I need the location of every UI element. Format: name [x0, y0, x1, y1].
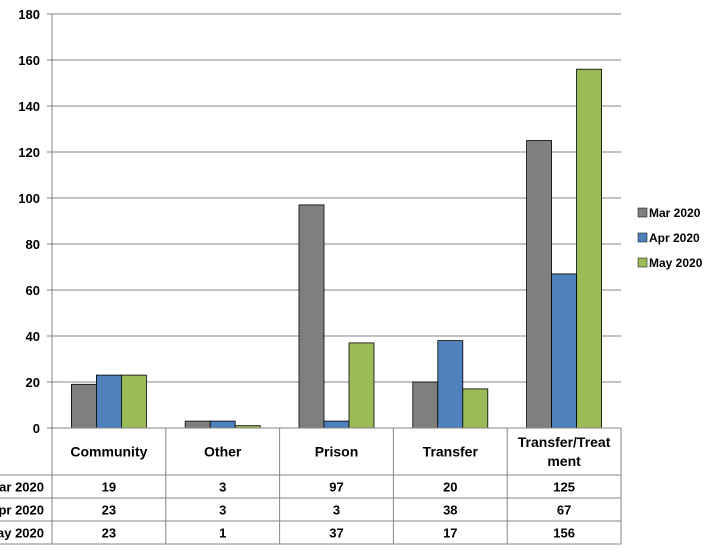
legend-label: Mar 2020 [649, 206, 701, 220]
y-tick-label: 100 [18, 191, 40, 206]
y-axis: 0 20 40 60 80 100 120 140 160 180 [18, 7, 53, 436]
table-cell: 3 [333, 503, 340, 518]
category-label: Other [204, 444, 242, 460]
table-cell: 23 [102, 503, 116, 518]
bars [71, 68, 602, 429]
y-tick-label: 160 [18, 53, 40, 68]
table-cell: 3 [219, 503, 226, 518]
bar-apr-2020 [323, 420, 350, 429]
table-cell: 156 [553, 526, 575, 541]
legend-swatch [637, 232, 648, 243]
y-tick-label: 180 [18, 7, 40, 22]
data-table: Community Other Prison Transfer Transfer/Tre… [0, 427, 622, 545]
y-tick-label: 60 [26, 283, 40, 298]
bar-mar-2020 [184, 420, 211, 429]
table-cell: 23 [102, 526, 116, 541]
category-label: Transfer/Treat [518, 434, 611, 450]
y-tick-label: 0 [33, 421, 40, 436]
bar-mar-2020 [298, 204, 325, 429]
table-row-label: May 2020 [0, 526, 44, 541]
table-cell: 17 [443, 526, 457, 541]
bar-mar-2020 [526, 140, 552, 429]
table-cell: 125 [553, 480, 575, 495]
legend-label: May 2020 [649, 256, 703, 270]
bar-may-2020 [121, 374, 147, 429]
y-tick-label: 40 [26, 329, 40, 344]
table-cell: 20 [443, 480, 457, 495]
bar-mar-2020 [412, 381, 439, 429]
category-label: ment [547, 453, 581, 469]
bar-apr-2020 [209, 420, 236, 429]
bar-mar-2020 [71, 383, 97, 429]
bar-may-2020 [348, 342, 375, 429]
y-tick-label: 140 [18, 99, 40, 114]
category-label: Prison [315, 444, 359, 460]
y-tick-label: 80 [26, 237, 40, 252]
table-cell: 38 [443, 503, 457, 518]
legend-label: Apr 2020 [649, 231, 700, 245]
bar-apr-2020 [96, 374, 122, 429]
table-row-label: Mar 2020 [0, 480, 44, 495]
bar-apr-2020 [551, 273, 577, 429]
legend: Mar 2020 Apr 2020 May 2020 [637, 206, 703, 270]
legend-swatch [637, 257, 648, 268]
category-label: Transfer [423, 444, 479, 460]
table-cell: 1 [219, 526, 226, 541]
table-cell: 97 [329, 480, 343, 495]
bar-apr-2020 [437, 340, 464, 429]
table-row-label: Apr 2020 [0, 503, 44, 518]
table-cell: 37 [329, 526, 343, 541]
y-tick-label: 20 [26, 375, 40, 390]
bar-may-2020 [462, 388, 489, 429]
bar-may-2020 [576, 68, 602, 429]
table-cell: 67 [557, 503, 571, 518]
table-cell: 19 [102, 480, 116, 495]
legend-swatch [637, 207, 648, 218]
y-tick-label: 120 [18, 145, 40, 160]
category-label: Community [70, 444, 147, 460]
table-cell: 3 [219, 480, 226, 495]
